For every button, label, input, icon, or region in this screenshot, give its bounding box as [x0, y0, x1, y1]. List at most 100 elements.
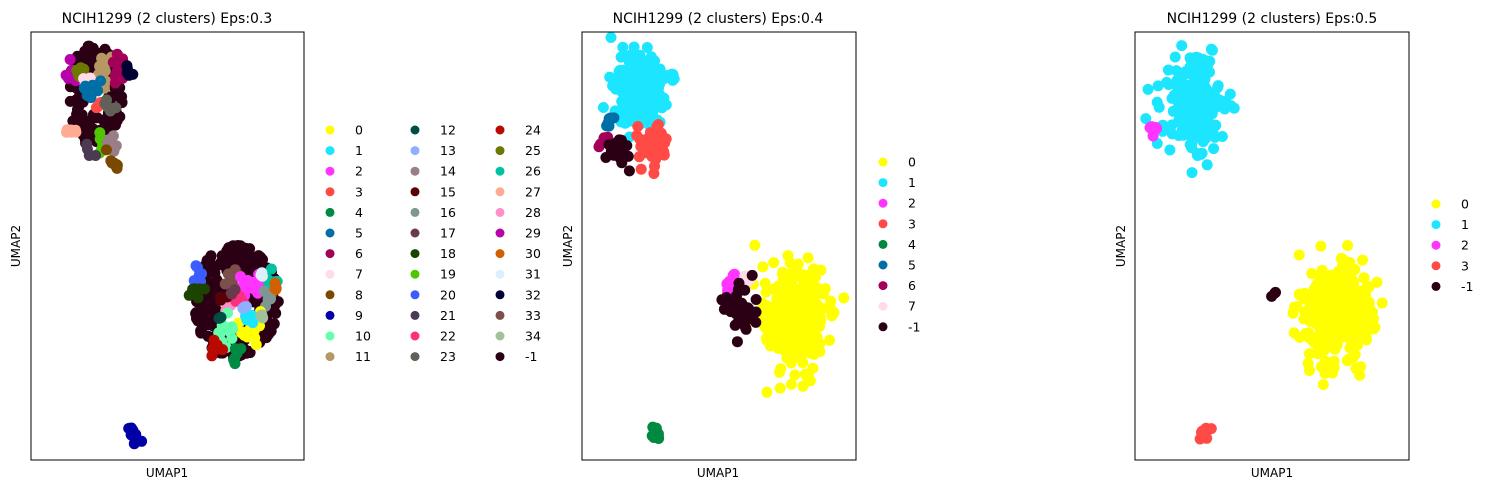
point-cluster-1 — [1177, 101, 1189, 113]
point-cluster-1 — [640, 79, 651, 91]
point-cluster--1 — [214, 259, 226, 271]
point-cluster-8 — [108, 158, 120, 170]
panel-3-legend: 0 1 2 3 -1 — [1431, 197, 1473, 294]
legend-marker — [495, 269, 505, 279]
point-cluster-26 — [265, 263, 277, 275]
point-cluster-1 — [619, 77, 631, 89]
legend-item-14: 14 — [410, 164, 456, 179]
legend-marker — [495, 249, 505, 259]
point-cluster-0 — [811, 298, 823, 310]
point-cluster-2 — [249, 280, 261, 292]
legend-marker — [495, 228, 505, 238]
point-cluster-1 — [1142, 83, 1154, 95]
legend-item-32: 32 — [495, 287, 541, 302]
panel-1-points — [60, 40, 284, 450]
legend-item-8: 8 — [325, 287, 363, 302]
point-cluster-0 — [824, 334, 836, 346]
point-cluster-0 — [825, 295, 837, 307]
point-cluster-16 — [258, 285, 270, 297]
point-cluster-0 — [1357, 254, 1368, 266]
point-cluster-0 — [828, 307, 840, 319]
point-cluster-0 — [778, 324, 790, 336]
point-cluster-0 — [788, 334, 800, 345]
point-cluster-29 — [64, 54, 76, 65]
point-cluster--1 — [605, 145, 617, 157]
panel-1-title: NCIH1299 (2 clusters) Eps:0.3 — [62, 11, 273, 27]
point-cluster-1 — [1190, 106, 1202, 118]
point-cluster-1 — [1190, 129, 1202, 141]
legend-item-1: 1 — [325, 143, 363, 158]
point-cluster-5 — [603, 117, 615, 129]
point-cluster-3 — [631, 130, 643, 141]
panel-1-ylabel: UMAP2 — [9, 225, 23, 267]
point-cluster-32 — [122, 64, 134, 76]
point-cluster-2 — [1146, 121, 1158, 133]
legend-marker — [410, 166, 420, 176]
point-cluster-1 — [1173, 91, 1185, 103]
point-cluster-1 — [628, 41, 640, 53]
legend-label: -1 — [1461, 279, 1473, 294]
legend-label: 28 — [525, 205, 541, 220]
point-cluster-1 — [1207, 126, 1219, 138]
legend-marker — [325, 166, 335, 176]
point-cluster-1 — [1208, 143, 1220, 155]
point-cluster-23 — [102, 101, 114, 113]
point-cluster-5 — [85, 92, 97, 104]
legend-item-21: 21 — [410, 308, 456, 323]
legend-item-26: 26 — [495, 164, 541, 179]
legend-label: 3 — [355, 184, 363, 199]
point-cluster-1 — [1197, 136, 1209, 148]
legend-marker — [325, 187, 335, 197]
legend-marker — [1431, 240, 1441, 250]
point-cluster--1 — [84, 116, 96, 128]
legend-marker — [325, 290, 335, 300]
point-cluster--1 — [738, 313, 750, 325]
point-cluster--1 — [735, 284, 747, 296]
legend-item-15: 15 — [410, 184, 456, 199]
legend-label: 27 — [525, 184, 541, 199]
point-cluster-27 — [70, 126, 82, 138]
legend-label: 5 — [355, 226, 363, 241]
point-cluster--1 — [1270, 286, 1281, 298]
point-cluster--1 — [72, 103, 84, 114]
legend-item-0: 0 — [878, 155, 916, 170]
legend-label: 26 — [525, 164, 541, 179]
point-cluster-1 — [641, 42, 653, 53]
point-cluster-12 — [215, 311, 227, 323]
legend-item-10: 10 — [325, 329, 371, 344]
legend-item-0: 0 — [1431, 197, 1469, 212]
point-cluster--1 — [200, 295, 212, 307]
point-cluster-0 — [1318, 344, 1330, 356]
point-cluster--1 — [617, 145, 629, 157]
legend-label: 25 — [525, 143, 541, 158]
point-cluster-34 — [257, 312, 269, 324]
point-cluster-0 — [773, 280, 785, 292]
point-cluster-0 — [1328, 360, 1340, 372]
legend-label: 31 — [525, 267, 541, 282]
point-cluster-1 — [1164, 144, 1176, 156]
point-cluster--1 — [197, 303, 209, 315]
legend-marker — [325, 228, 335, 238]
point-cluster-1 — [1201, 84, 1213, 96]
panel-3-points — [1140, 40, 1388, 445]
point-cluster-1 — [1201, 159, 1213, 171]
point-cluster-1 — [1163, 79, 1175, 90]
legend-marker — [878, 219, 888, 229]
point-cluster--1 — [104, 116, 116, 128]
point-cluster-3 — [632, 121, 644, 132]
point-cluster-0 — [1314, 332, 1326, 344]
point-cluster--1 — [64, 95, 76, 107]
point-cluster-1 — [1153, 101, 1165, 113]
legend-label: 11 — [355, 349, 371, 364]
panel-3-axes-frame — [1134, 31, 1410, 461]
legend-item-1: 1 — [878, 175, 916, 190]
legend-marker — [410, 249, 420, 259]
point-cluster-0 — [1369, 321, 1381, 333]
point-cluster-0 — [1318, 303, 1330, 315]
legend-marker — [410, 187, 420, 197]
point-cluster-0 — [785, 378, 797, 390]
legend-label: 3 — [908, 216, 916, 231]
point-cluster-0 — [1343, 353, 1355, 365]
point-cluster-1 — [1206, 44, 1218, 56]
legend-marker — [325, 310, 335, 320]
